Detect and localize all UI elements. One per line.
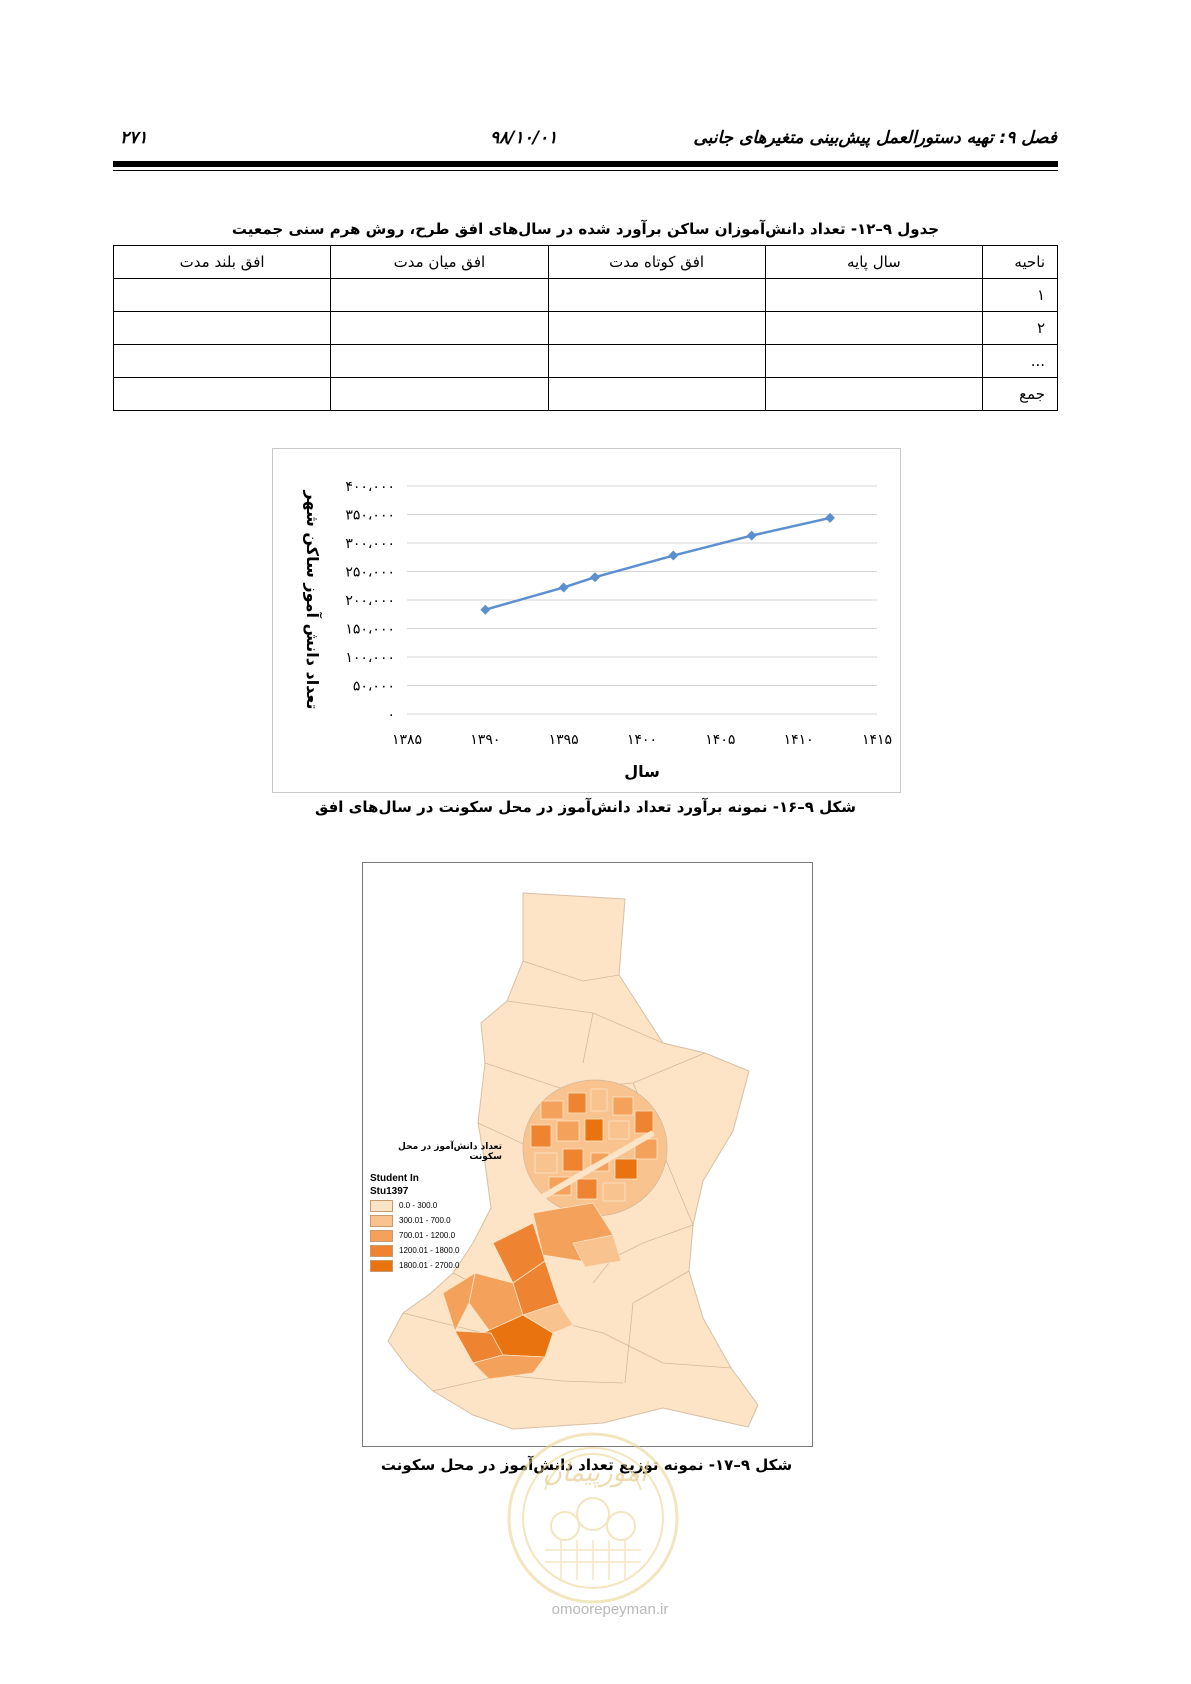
series-line: [484, 516, 831, 611]
y-axis-title: تعداد دانش آموز ساکن شهر: [303, 490, 323, 710]
column-header-short-term: افق کوتاه مدت: [547, 245, 766, 279]
column-header-long-term: افق بلند مدت: [112, 245, 332, 279]
table-cell: [764, 377, 984, 411]
column-header-base-year: سال پایه: [764, 245, 984, 279]
district-map-svg: [387, 892, 759, 1430]
y-tick-label: ۳۰۰،۰۰۰: [345, 536, 395, 552]
x-tick-label: ۱۴۰۰: [627, 732, 657, 748]
x-tick-label: ۱۳۸۵: [392, 732, 422, 748]
legend-label: 1200.01 - 1800.0: [399, 1246, 460, 1255]
y-tick-label: ۳۵۰،۰۰۰: [345, 508, 395, 524]
table-cell: [112, 311, 332, 345]
data-point: [825, 512, 835, 523]
table-cell: [112, 377, 332, 411]
column-header-mid-term: افق میان مدت: [330, 245, 549, 279]
legend-swatch: [370, 1229, 393, 1242]
watermark-seal-text: امورپیمان: [542, 1458, 648, 1488]
table-caption: جدول ۹–۱۲- تعداد دانش‌آموزان ساکن برآورد…: [231, 220, 940, 238]
legend-item: 1800.01 - 2700.0: [370, 1258, 502, 1273]
data-point: [558, 582, 569, 593]
horizon-students-table: ناحیه سال پایه افق کوتاه مدت افق میان مد…: [112, 245, 1058, 411]
data-point: [746, 530, 757, 541]
table-cell: [547, 377, 766, 411]
document-date: ۹۸/۱۰/۰۱: [490, 128, 558, 148]
legend-item: 700.01 - 1200.0: [370, 1228, 502, 1243]
legend-item: 0.0 - 300.0: [370, 1198, 502, 1213]
y-tick-label: ۴۰۰،۰۰۰: [345, 479, 395, 495]
table-row: ...: [112, 344, 1058, 378]
watermark-url: omoorepeyman.ir: [551, 1601, 669, 1618]
legend-swatch: [370, 1259, 393, 1272]
data-point: [668, 550, 679, 561]
student-distribution-map: [362, 862, 813, 1447]
table-cell: [330, 344, 549, 378]
y-tick-label: ۱۵۰،۰۰۰: [345, 622, 395, 638]
legend-swatch: [370, 1199, 393, 1212]
header-rule-thin: [113, 170, 1058, 171]
map-legend: تعداد دانش‌آموز در محل سکونت Student In …: [370, 1142, 502, 1273]
legend-label: 300.01 - 700.0: [399, 1216, 451, 1225]
legend-item: 300.01 - 700.0: [370, 1213, 502, 1228]
legend-swatch: [370, 1214, 393, 1227]
student-projection-chart: ۰ ۵۰،۰۰۰ ۱۰۰،۰۰۰ ۱۵۰،۰۰۰ ۲۰۰،۰۰۰ ۲۵۰،۰۰۰ ۳۰۰،۰…: [272, 448, 901, 793]
data-point: [480, 604, 491, 615]
legend-item: 1200.01 - 1800.0: [370, 1243, 502, 1258]
watermark-seal-icon: [505, 1430, 681, 1606]
x-tick-label: ۱۳۹۵: [549, 732, 579, 748]
legend-swatch: [370, 1244, 393, 1257]
table-row: جمع: [112, 377, 1058, 411]
table-cell: [547, 344, 766, 378]
legend-label: 700.01 - 1200.0: [399, 1231, 456, 1240]
table-row: ۱: [112, 278, 1058, 312]
table-cell: ۲: [982, 311, 1058, 345]
column-header-district: ناحیه: [982, 245, 1058, 279]
y-tick-label: ۰: [387, 707, 395, 723]
table-cell: جمع: [982, 377, 1058, 411]
table-cell: ۱: [982, 278, 1058, 312]
chart-svg: ۰ ۵۰،۰۰۰ ۱۰۰،۰۰۰ ۱۵۰،۰۰۰ ۲۰۰،۰۰۰ ۲۵۰،۰۰۰ ۳۰۰،۰…: [303, 479, 892, 781]
x-tick-label: ۱۳۹۰: [470, 732, 500, 748]
x-tick-label: ۱۴۱۵: [862, 732, 892, 748]
x-tick-label: ۱۴۰۵: [705, 732, 735, 748]
table-cell: [330, 377, 549, 411]
table-header-row: ناحیه سال پایه افق کوتاه مدت افق میان مد…: [112, 245, 1058, 279]
data-point: [590, 572, 600, 583]
legend-field-name: Stu1397: [370, 1186, 409, 1197]
table-cell: [112, 278, 332, 312]
table-cell: [764, 278, 984, 312]
table-cell: [547, 278, 766, 312]
table-cell: [764, 344, 984, 378]
page-number: ۲۷۱: [120, 128, 148, 148]
y-tick-label: ۲۰۰،۰۰۰: [345, 593, 395, 609]
table-cell: [764, 311, 984, 345]
legend-layer-name: Student In: [370, 1173, 419, 1184]
chart-caption: شکل ۹–۱۶- نمونه برآورد تعداد دانش‌آموز د…: [314, 798, 857, 816]
x-tick-label: ۱۴۱۰: [784, 732, 814, 748]
header-rule: [113, 161, 1058, 167]
table-cell: [112, 344, 332, 378]
table-cell: [547, 311, 766, 345]
table-row: ۲: [112, 311, 1058, 345]
y-tick-label: ۲۵۰،۰۰۰: [345, 565, 395, 581]
table-cell: ...: [982, 344, 1058, 378]
x-axis-title: سال: [624, 762, 660, 781]
legend-label: 1800.01 - 2700.0: [399, 1261, 460, 1270]
legend-label: 0.0 - 300.0: [399, 1201, 438, 1210]
y-tick-label: ۵۰،۰۰۰: [353, 679, 395, 695]
chapter-title: فصل ۹: تهیه دستورالعمل پیش‌بینی متغیرهای…: [693, 128, 1057, 148]
legend-title: تعداد دانش‌آموز در محل سکونت: [398, 1142, 502, 1162]
table-cell: [330, 311, 549, 345]
y-tick-label: ۱۰۰،۰۰۰: [345, 650, 395, 666]
table-cell: [330, 278, 549, 312]
